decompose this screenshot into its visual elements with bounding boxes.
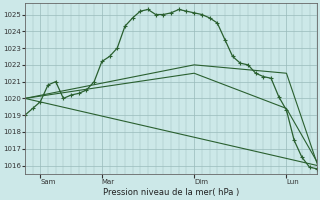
X-axis label: Pression niveau de la mer( hPa ): Pression niveau de la mer( hPa ) xyxy=(103,188,239,197)
